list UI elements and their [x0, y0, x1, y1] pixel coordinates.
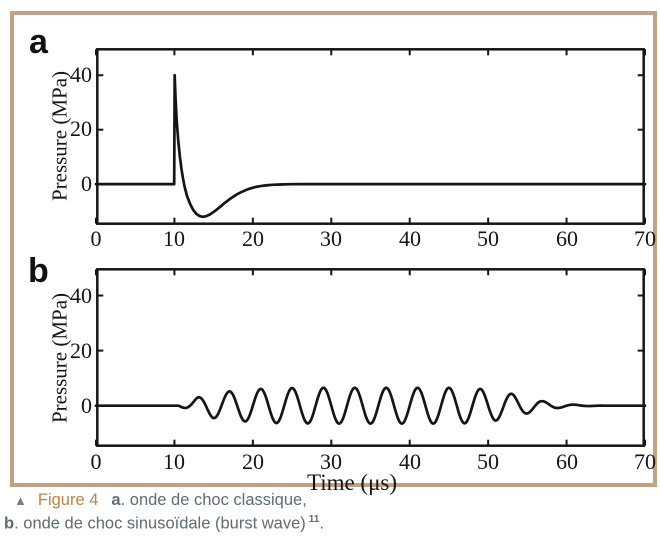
panel-a-x-tick-label: 40 — [399, 226, 421, 251]
caption-triangle-icon: ▲ — [14, 493, 27, 508]
caption-reference-superscript: 11 — [308, 514, 320, 525]
panel-b-y-tick-label: 40 — [70, 283, 92, 308]
panel-b-x-tick-label: 50 — [477, 449, 499, 474]
figure-caption: ▲ Figure 4 a. onde de choc classique, b. o… — [4, 491, 644, 534]
caption-line1-text: . onde de choc classique, — [120, 491, 307, 509]
caption-line2-text: . onde de choc sinusoïdale (burst wave) — [14, 514, 306, 533]
waveform-curve — [94, 386, 647, 425]
panel-a-x-tick-label: 10 — [163, 226, 185, 251]
caption-line-2: b. onde de choc sinusoïdale (burst wave)… — [4, 510, 644, 534]
panel-b-x-tick-label: 30 — [320, 449, 342, 474]
panel-b-y-tick-label: 0 — [81, 393, 92, 418]
panel-a-plot — [94, 48, 647, 225]
panel-a-y-tick-label: 40 — [70, 62, 92, 87]
panel-b-x-tick-label: 40 — [399, 449, 421, 474]
panel-a-x-tick-label: 0 — [90, 226, 102, 251]
caption-line2-period: . — [319, 514, 324, 533]
caption-panel-b-ref: b — [4, 514, 15, 533]
figure-frame: a b 40 20 0 0 10 20 30 40 50 60 70 40 20… — [10, 11, 657, 495]
panel-a-x-tick-label: 20 — [242, 226, 264, 251]
panel-b-ylabel: Pressure (MPa) — [47, 292, 72, 424]
panel-a-letter: a — [29, 23, 48, 61]
panel-b-x-tick-label: 10 — [163, 449, 185, 474]
axes-box — [96, 48, 645, 225]
panel-a-x-tick-label: 60 — [556, 226, 578, 251]
panel-b-letter: b — [28, 252, 49, 290]
caption-figure-number: Figure 4 — [37, 491, 99, 509]
panel-b-x-tick-label: 0 — [90, 449, 102, 474]
time-axis-label: Time (μs) — [306, 470, 398, 495]
panel-a-y-tick-label: 0 — [81, 171, 92, 196]
panel-b-y-tick-label: 20 — [70, 338, 92, 363]
panel-b-x-tick-label: 60 — [556, 449, 578, 474]
caption-line-1: ▲ Figure 4 a. onde de choc classique, — [4, 491, 644, 510]
caption-panel-a-ref: a — [111, 491, 121, 509]
panel-a-x-tick-label: 70 — [634, 226, 656, 251]
panel-b-x-tick-label: 20 — [242, 449, 264, 474]
panel-a-y-tick-label: 20 — [70, 116, 92, 141]
axes-box — [96, 268, 645, 447]
panel-a-x-tick-label: 30 — [320, 226, 342, 251]
panel-b-x-tick-label: 70 — [634, 449, 656, 474]
panel-b-plot — [94, 268, 647, 447]
waveform-curve — [94, 73, 647, 219]
panel-a-x-tick-label: 50 — [477, 226, 499, 251]
panel-a-ylabel: Pressure (MPa) — [47, 70, 72, 202]
